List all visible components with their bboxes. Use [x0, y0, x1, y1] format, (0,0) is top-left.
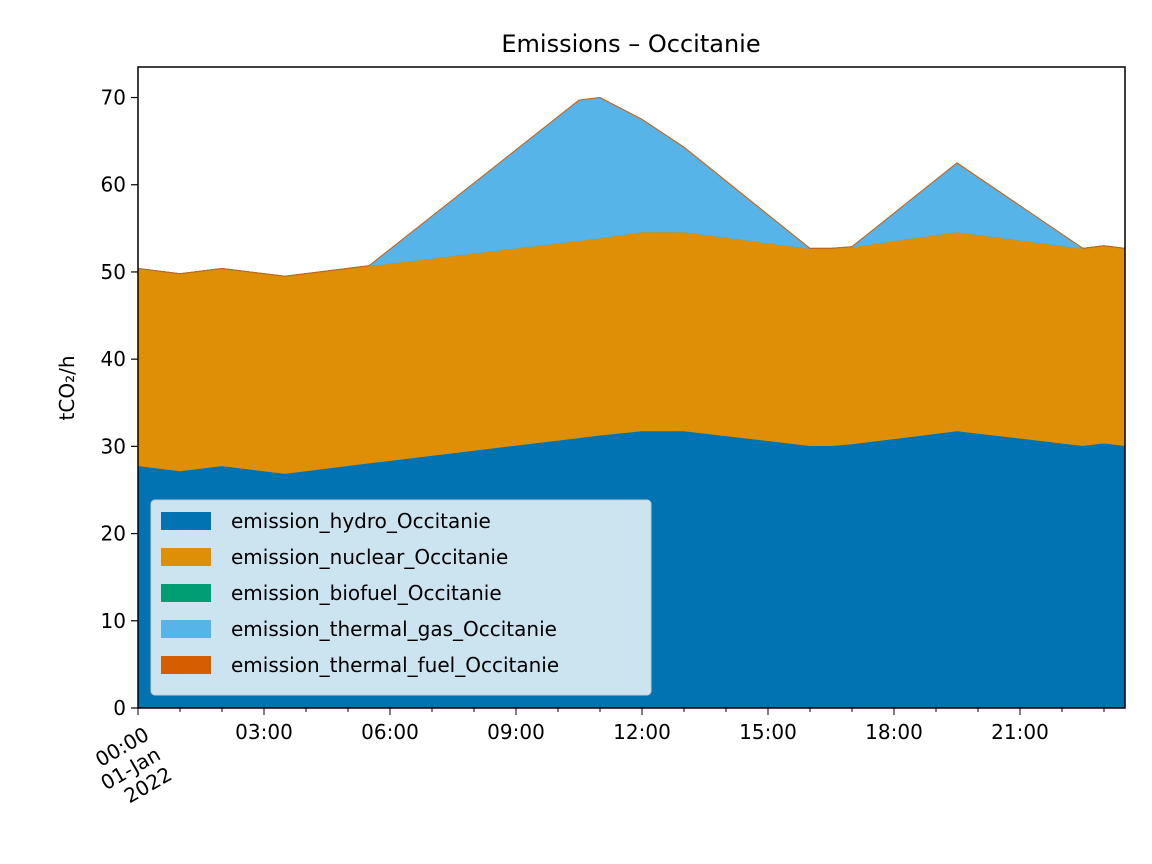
legend-swatch — [161, 512, 211, 530]
x-tick-label-first: 00:0001-Jan2022 — [85, 722, 176, 815]
x-tick-label: 03:00 — [235, 720, 293, 744]
y-tick-label: 60 — [101, 173, 126, 197]
legend-swatch — [161, 548, 211, 566]
x-tick-label: 21:00 — [991, 720, 1049, 744]
legend-swatch — [161, 656, 211, 674]
x-axis-ticks: 03:00 06:00 09:00 12:00 15:00 18:00 21:00 00:00… — [85, 708, 1105, 815]
legend-label: emission_hydro_Occitanie — [231, 509, 491, 533]
legend-label: emission_biofuel_Occitanie — [231, 581, 502, 605]
x-tick-label: 12:00 — [613, 720, 671, 744]
y-tick-label: 10 — [101, 609, 126, 633]
legend-label: emission_thermal_gas_Occitanie — [231, 617, 557, 641]
legend-label: emission_nuclear_Occitanie — [231, 545, 508, 569]
y-axis-ticks: 0 10 20 30 40 50 60 70 — [101, 86, 138, 720]
y-tick-label: 30 — [101, 434, 126, 458]
y-axis-label: tCO₂/h — [55, 356, 79, 421]
legend-swatch — [161, 584, 211, 602]
y-tick-label: 70 — [101, 86, 126, 110]
x-tick-label: 18:00 — [865, 720, 923, 744]
y-tick-label: 20 — [101, 522, 126, 546]
axes-frame — [137, 66, 1126, 709]
legend-box — [150, 499, 652, 696]
y-tick-label: 50 — [101, 260, 126, 284]
legend-swatch — [161, 620, 211, 638]
y-tick-label: 40 — [101, 347, 126, 371]
x-tick-label: 09:00 — [487, 720, 545, 744]
legend-label: emission_thermal_fuel_Occitanie — [231, 653, 559, 677]
x-tick-label: 06:00 — [361, 720, 419, 744]
x-tick-label: 15:00 — [739, 720, 797, 744]
y-tick-label: 0 — [113, 696, 126, 720]
legend: emission_hydro_Occitanie emission_nuclear… — [150, 499, 652, 696]
chart-title: Emissions – Occitanie — [501, 30, 760, 58]
